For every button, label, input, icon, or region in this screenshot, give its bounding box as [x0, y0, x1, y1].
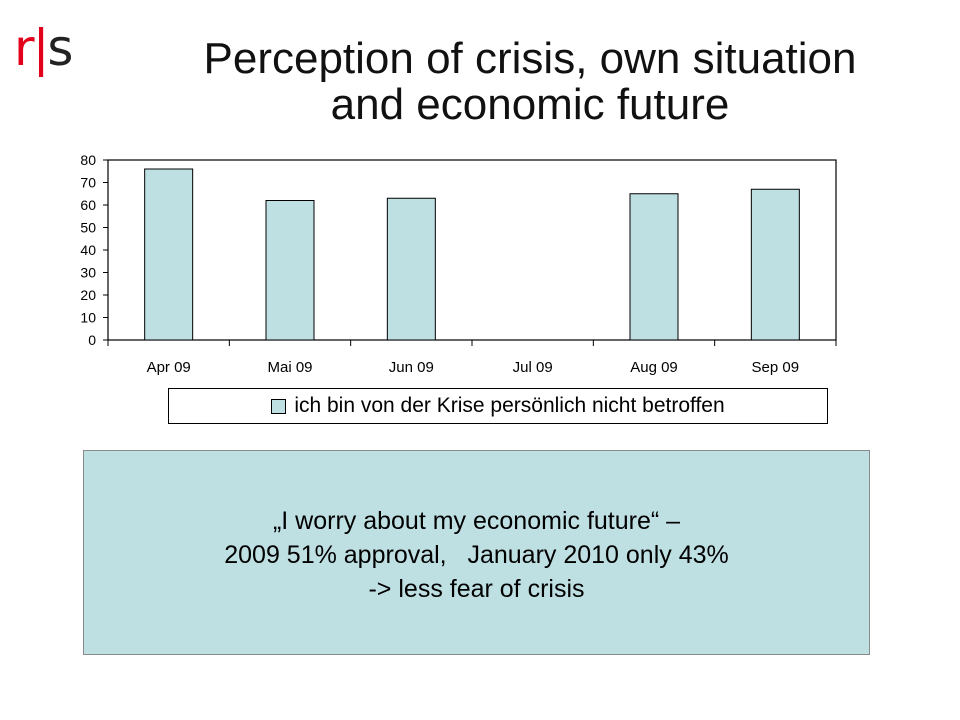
- legend-swatch: [271, 398, 287, 414]
- x-tick-label: Aug 09: [630, 359, 678, 376]
- title-line-1: Perception of crisis, own situation: [203, 34, 857, 83]
- bars: [144, 168, 800, 341]
- bar-mai-09: [265, 200, 315, 341]
- y-tick-label: 0: [88, 332, 96, 348]
- bar-jun-09: [386, 197, 436, 341]
- y-tick-label: 70: [80, 175, 96, 191]
- quote-box: „I worry about my economic future“ – 200…: [83, 450, 870, 655]
- bar-aug-09: [629, 193, 679, 341]
- quote-line-3: -> less fear of crisis: [368, 574, 585, 603]
- plot-area: [107, 159, 837, 341]
- legend-label: ich bin von der Krise persönlich nicht b…: [294, 394, 725, 417]
- bar-apr-09: [144, 168, 194, 341]
- y-tick-label: 60: [80, 197, 96, 213]
- y-tick-label: 30: [80, 265, 96, 281]
- x-tick-label: Mai 09: [267, 359, 312, 376]
- quote-line-2: 2009 51% approval, January 2010 only 43%: [224, 540, 729, 569]
- x-tick-label: Jun 09: [389, 359, 434, 376]
- quote-line-1: „I worry about my economic future“ –: [272, 506, 681, 535]
- x-tick-label: Apr 09: [147, 359, 191, 376]
- y-tick-label: 50: [80, 220, 96, 236]
- bar-sep-09: [750, 188, 800, 341]
- x-tick-label: Jul 09: [513, 359, 553, 376]
- y-tick-label: 20: [80, 287, 96, 303]
- chart-legend: ich bin von der Krise persönlich nicht b…: [168, 388, 828, 424]
- logo-divider: |: [32, 19, 50, 77]
- y-tick-label: 40: [80, 242, 96, 258]
- slide-title: Perception of crisis, own situation and …: [120, 36, 940, 128]
- logo-letter-r: r: [14, 19, 35, 77]
- y-axis: 0 10 20 30 40 50 60 70 80: [80, 152, 837, 348]
- logo-letter-s: s: [47, 19, 73, 77]
- y-tick-label: 80: [80, 152, 96, 168]
- x-tick-label: Sep 09: [752, 359, 800, 376]
- rls-logo: r|s: [14, 18, 73, 78]
- title-line-2: and economic future: [330, 80, 730, 129]
- y-tick-label: 10: [80, 310, 96, 326]
- x-axis: Apr 09 Mai 09 Jun 09 Jul 09 Aug 09 Sep 09: [107, 340, 837, 376]
